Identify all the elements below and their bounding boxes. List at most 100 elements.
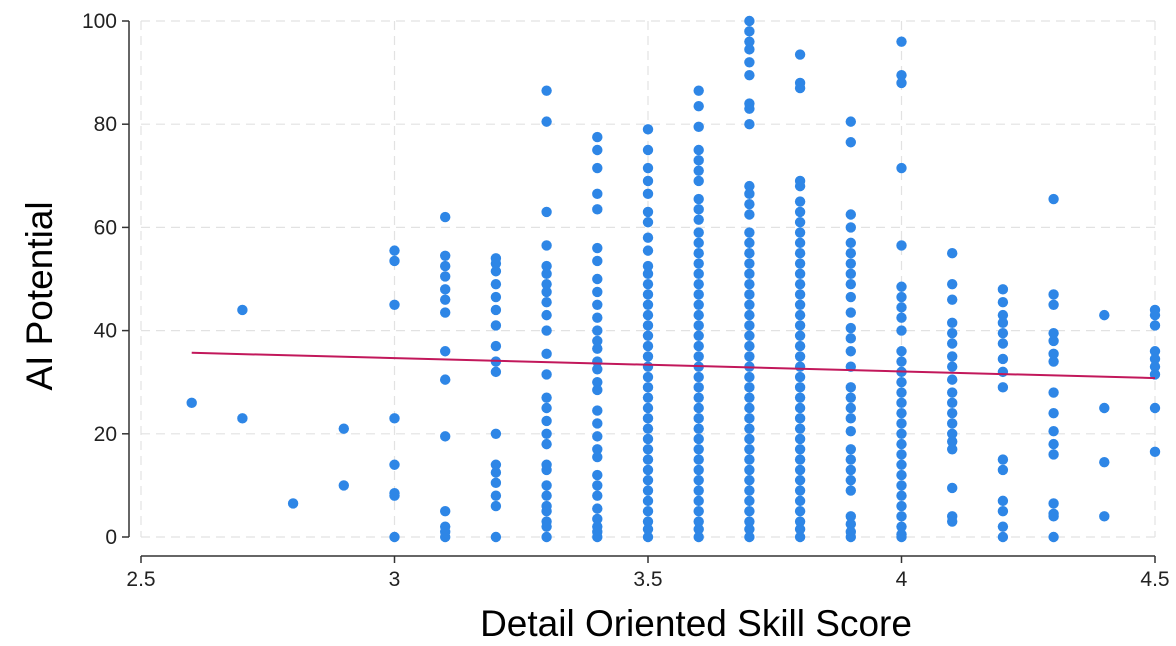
data-point <box>693 444 704 455</box>
data-point <box>693 289 704 300</box>
data-point <box>794 340 806 352</box>
data-point <box>693 516 704 527</box>
data-point <box>744 485 755 496</box>
data-point <box>1048 511 1059 522</box>
data-point <box>744 119 755 130</box>
data-point <box>794 268 806 280</box>
data-point <box>947 436 958 447</box>
data-point <box>440 531 451 543</box>
y-tick-label: 20 <box>94 423 117 446</box>
data-point <box>794 531 806 543</box>
data-point <box>997 317 1009 329</box>
y-tick-label: 0 <box>105 526 117 549</box>
data-point <box>642 340 654 352</box>
data-point <box>744 309 755 321</box>
data-point <box>541 206 552 218</box>
data-point <box>1048 498 1059 509</box>
data-point <box>490 467 502 478</box>
data-point <box>845 382 856 393</box>
data-point <box>693 531 704 543</box>
data-point <box>845 464 856 476</box>
data-point <box>592 513 603 525</box>
data-point <box>440 374 451 385</box>
data-point <box>794 248 806 259</box>
data-point <box>896 449 907 460</box>
data-point <box>896 346 907 357</box>
data-point <box>896 480 907 491</box>
data-point <box>541 438 552 450</box>
data-point <box>642 299 654 310</box>
data-point <box>1149 353 1161 365</box>
data-point <box>693 392 704 403</box>
data-point <box>693 237 704 249</box>
data-point <box>389 245 400 256</box>
data-point <box>896 459 907 470</box>
data-point <box>693 524 704 535</box>
data-point <box>693 464 704 476</box>
data-point <box>592 531 603 543</box>
x-tick-label: 2.5 <box>126 568 155 591</box>
data-point <box>744 227 755 238</box>
data-point <box>896 397 907 409</box>
data-point <box>541 392 552 403</box>
data-point <box>592 490 603 501</box>
data-point <box>947 374 958 385</box>
data-point <box>541 260 552 272</box>
data-point <box>693 475 704 486</box>
data-point <box>845 322 856 334</box>
data-point <box>592 480 603 491</box>
data-point <box>794 278 806 290</box>
data-point <box>1048 438 1059 450</box>
data-point <box>693 85 704 96</box>
data-point <box>845 222 856 233</box>
data-point <box>693 495 704 507</box>
data-point <box>592 405 603 416</box>
data-point <box>744 371 755 383</box>
data-point <box>642 124 654 135</box>
data-point <box>440 307 451 318</box>
data-point <box>947 418 958 429</box>
data-point <box>947 317 958 329</box>
data-point <box>693 121 704 132</box>
data-point <box>896 428 907 439</box>
data-point <box>541 531 552 543</box>
data-point <box>693 214 704 225</box>
data-point <box>1048 449 1059 460</box>
data-point <box>490 266 502 277</box>
data-point <box>1099 402 1110 414</box>
data-point <box>744 278 755 290</box>
data-point <box>947 428 958 439</box>
data-point <box>693 454 704 465</box>
data-point <box>794 516 806 527</box>
y-tick-label: 80 <box>94 113 117 136</box>
data-point <box>794 524 806 535</box>
data-point <box>490 477 502 489</box>
data-point <box>541 297 552 308</box>
data-point <box>1048 426 1059 437</box>
data-point <box>896 302 907 313</box>
data-point <box>541 464 552 476</box>
data-point <box>794 371 806 383</box>
data-point <box>744 382 755 393</box>
data-point <box>1149 320 1161 331</box>
data-point <box>744 209 755 220</box>
data-point <box>490 459 502 470</box>
data-point <box>440 284 451 295</box>
data-point <box>896 69 907 81</box>
data-point <box>642 454 654 465</box>
data-point <box>794 361 806 372</box>
data-point <box>541 268 552 280</box>
data-point <box>794 495 806 507</box>
data-point <box>794 258 806 269</box>
data-point <box>744 299 755 310</box>
data-point <box>592 188 603 200</box>
x-tick-label: 4.5 <box>1140 568 1169 591</box>
data-point <box>592 377 603 388</box>
data-point <box>642 413 654 424</box>
data-point <box>440 294 451 305</box>
data-point <box>592 431 603 442</box>
data-point <box>794 402 806 414</box>
data-point <box>693 382 704 393</box>
data-point <box>744 524 755 535</box>
data-point <box>744 433 755 445</box>
